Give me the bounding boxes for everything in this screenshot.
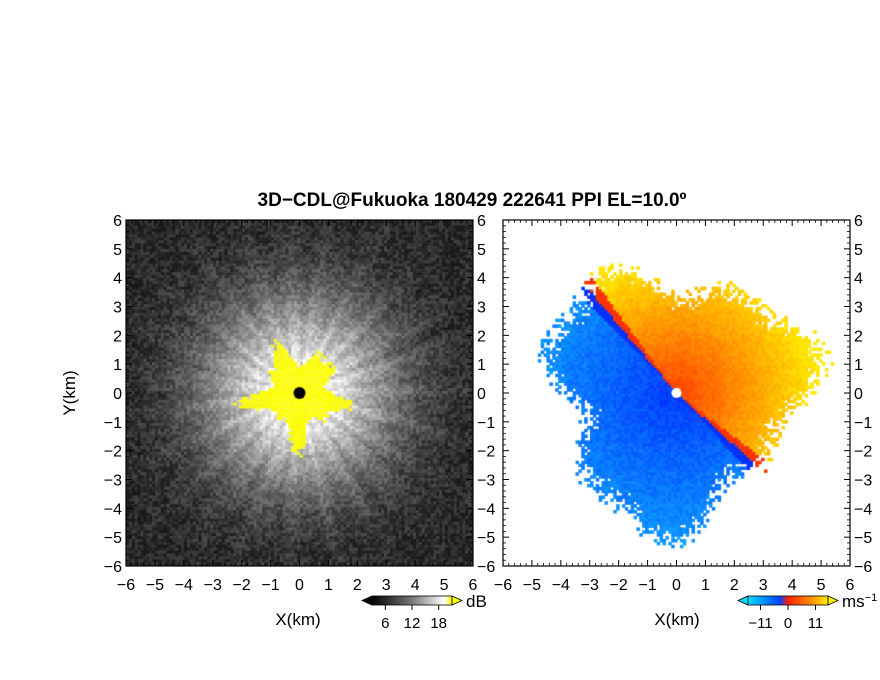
y-tick-label: 5 [113, 242, 122, 259]
x-tick-label: 6 [846, 577, 855, 594]
y-tick-label-right: −6 [854, 559, 872, 576]
y-tick-label-right: −6 [477, 559, 495, 576]
x-tick-label: −3 [581, 577, 599, 594]
y-tick-label-right: −2 [854, 444, 872, 461]
x-tick-label: −6 [117, 577, 135, 594]
y-tick-label-right: −4 [477, 501, 495, 518]
left-ylabel: Y(km) [60, 370, 79, 415]
x-tick-label: −3 [204, 577, 222, 594]
snr-heatmap [126, 220, 473, 566]
y-tick-label: −2 [104, 444, 122, 461]
snr-colorbar: 6 12 18 dB [361, 592, 487, 632]
x-tick-label: 2 [353, 577, 362, 594]
x-tick-label: −5 [146, 577, 164, 594]
y-tick-label: 6 [113, 213, 122, 230]
y-tick-label-right: 4 [477, 271, 486, 288]
y-tick-label: 1 [113, 357, 122, 374]
y-tick-label-right: −5 [477, 530, 495, 547]
colorbar-tick-label: 0 [784, 615, 792, 632]
colorbar-bar [747, 595, 829, 606]
x-tick-label: 5 [817, 577, 826, 594]
chart-title: 3D−CDL@Fukuoka 180429 222641 PPI EL=10.0… [258, 190, 687, 211]
left-panel: −6 −5 −4 −3 −2 −1 0 1 2 3 4 5 66 65 54 43 32 21 10 0−1 −1−2−… [60, 213, 495, 632]
y-tick-label-right: 4 [854, 271, 863, 288]
colorbar-low-arrow [361, 595, 373, 606]
x-tick-label: 1 [701, 577, 710, 594]
x-tick-label: 0 [672, 577, 681, 594]
colorbar-tick-label: 12 [404, 615, 421, 632]
velocity-heatmap [503, 220, 850, 566]
y-tick-label-right: 0 [477, 386, 486, 403]
x-tick-label: 4 [788, 577, 797, 594]
y-tick-label-right: −3 [854, 473, 872, 490]
y-tick-label: −4 [104, 501, 122, 518]
y-tick-label-right: 6 [477, 213, 486, 230]
x-tick-label: 5 [440, 577, 449, 594]
y-tick-label-right: −3 [477, 473, 495, 490]
x-tick-label: 0 [295, 577, 304, 594]
y-tick-label: −6 [104, 559, 122, 576]
colorbar-tick-label: −11 [748, 615, 772, 632]
x-tick-label: 2 [730, 577, 739, 594]
y-tick-label: 3 [113, 300, 122, 317]
x-tick-label: −5 [523, 577, 541, 594]
velocity-colorbar: −11 0 11 ms−1 [737, 592, 877, 632]
colorbar-high-arrow [827, 595, 839, 606]
colorbar-low-arrow [737, 595, 749, 606]
x-tick-label: 4 [411, 577, 420, 594]
x-tick-label: −4 [175, 577, 193, 594]
left-ticks: −6 −5 −4 −3 −2 −1 0 1 2 3 4 5 66 65 54 43 32 21 10 0−1 −1−2−… [104, 213, 496, 594]
y-tick-label-right: 2 [477, 328, 486, 345]
y-tick-label: −1 [104, 415, 122, 432]
y-tick-label-right: 6 [854, 213, 863, 230]
x-tick-label: −1 [638, 577, 656, 594]
x-tick-label: 1 [324, 577, 333, 594]
right-xlabel: X(km) [654, 610, 699, 629]
y-tick-label-right: 2 [854, 328, 863, 345]
right-ticks: −6 −5 −4 −3 −2 −1 0 1 2 3 4 5 6 6 5 4 3 2 1 0 −1 −2 −3 −4 −5 −6 [494, 213, 872, 594]
colorbar-tick-label: 11 [808, 615, 824, 632]
colorbar-unit: ms−1 [842, 592, 877, 611]
x-tick-label: 3 [759, 577, 768, 594]
y-tick-label-right: −2 [477, 444, 495, 461]
x-tick-label: −4 [552, 577, 570, 594]
colorbar-tick-label: 6 [381, 615, 389, 632]
y-tick-label: −5 [104, 530, 122, 547]
y-tick-label-right: 3 [477, 300, 486, 317]
left-xlabel: X(km) [275, 610, 320, 629]
colorbar-high-arrow [451, 595, 463, 606]
y-tick-label: 2 [113, 328, 122, 345]
x-tick-label: −2 [233, 577, 251, 594]
y-tick-label: 4 [113, 271, 122, 288]
y-tick-label-right: −5 [854, 530, 872, 547]
x-tick-label: 3 [382, 577, 391, 594]
colorbar-bar [371, 595, 453, 606]
y-tick-label-right: 1 [854, 357, 863, 374]
y-tick-label-right: −4 [854, 501, 872, 518]
y-tick-label: 0 [113, 386, 122, 403]
y-tick-label-right: 5 [477, 242, 486, 259]
colorbar-unit: dB [466, 592, 487, 611]
right-panel: −6 −5 −4 −3 −2 −1 0 1 2 3 4 5 6 6 5 4 3 2 1 0 −1 −2 −3 −4 −5 −6 X… [494, 213, 877, 632]
y-tick-label-right: 3 [854, 300, 863, 317]
y-tick-label-right: −1 [854, 415, 872, 432]
y-tick-label-right: 1 [477, 357, 486, 374]
colorbar-unit-superscript: −1 [865, 592, 878, 604]
y-tick-label-right: 5 [854, 242, 863, 259]
x-tick-label: −6 [494, 577, 512, 594]
x-tick-label: −1 [261, 577, 279, 594]
y-tick-label: −3 [104, 473, 122, 490]
x-tick-label: −2 [610, 577, 628, 594]
colorbar-tick-label: 18 [430, 615, 447, 632]
y-tick-label-right: −1 [477, 415, 495, 432]
y-tick-label-right: 0 [854, 386, 863, 403]
x-tick-label: 6 [469, 577, 478, 594]
